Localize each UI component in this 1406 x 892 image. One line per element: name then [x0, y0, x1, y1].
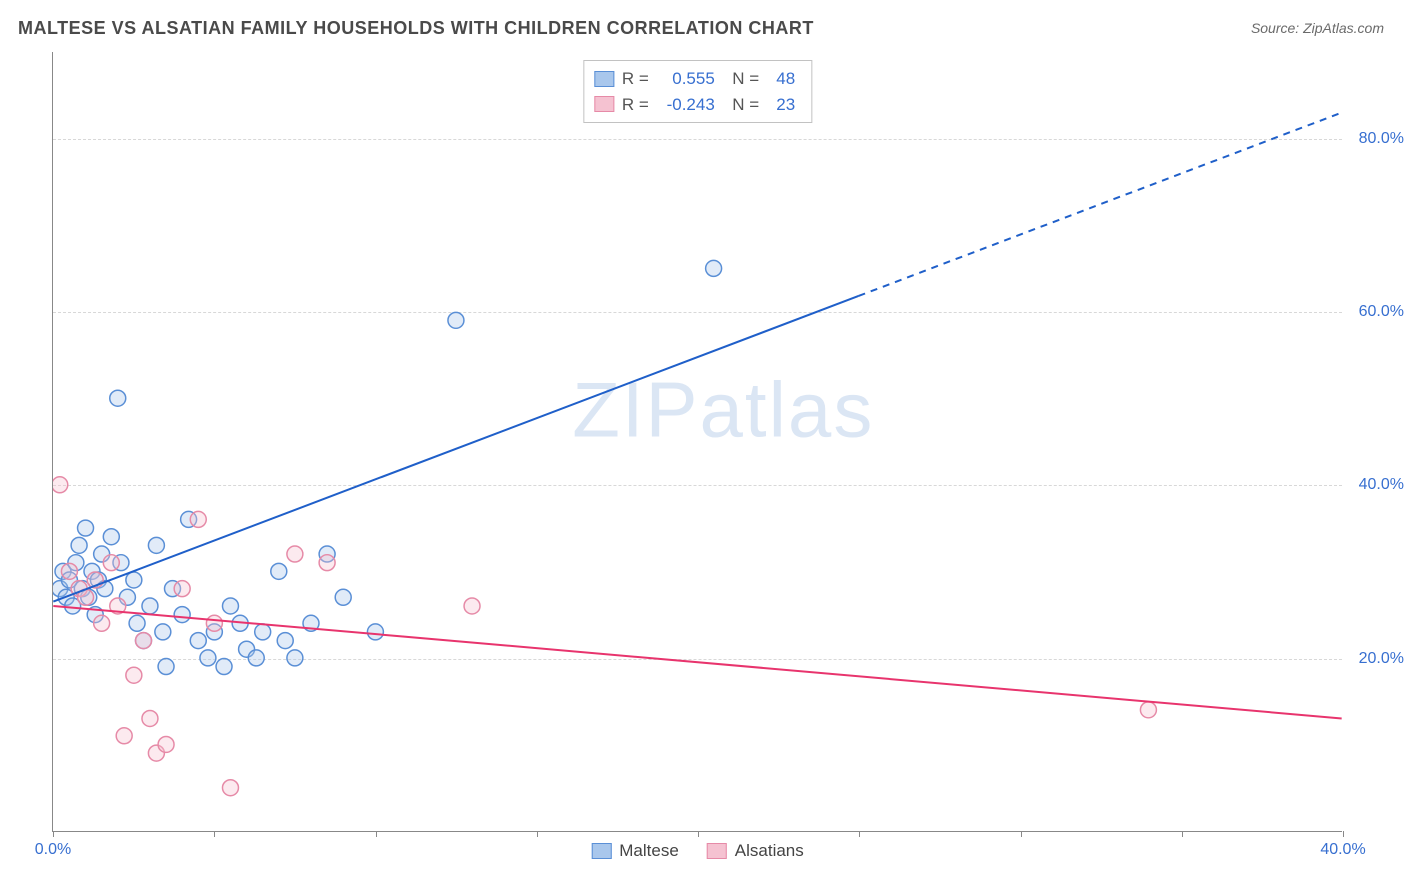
x-tick-label: 40.0% [1320, 841, 1365, 859]
plot-area: ZIPatlas R = 0.555 N = 48 R = -0.243 N =… [52, 52, 1342, 832]
bottom-legend: Maltese Alsatians [591, 841, 804, 861]
scatter-point [190, 511, 206, 527]
legend-label-alsatians: Alsatians [735, 841, 804, 861]
scatter-point [287, 546, 303, 562]
scatter-point [448, 312, 464, 328]
scatter-point [174, 581, 190, 597]
scatter-point [126, 572, 142, 588]
stats-row-alsatians: R = -0.243 N = 23 [594, 92, 795, 118]
stat-r-value-alsatians: -0.243 [657, 92, 715, 118]
maltese-swatch-icon [594, 71, 614, 87]
source-attribution: Source: ZipAtlas.com [1251, 20, 1384, 36]
scatter-point [129, 615, 145, 631]
scatter-point [287, 650, 303, 666]
regression-line-solid [53, 606, 1341, 719]
y-tick-label: 60.0% [1359, 303, 1404, 321]
scatter-point [110, 390, 126, 406]
alsatians-swatch-icon [707, 843, 727, 859]
regression-line-solid [53, 296, 858, 602]
scatter-point [277, 633, 293, 649]
x-tick-label: 0.0% [35, 841, 71, 859]
scatter-point [271, 563, 287, 579]
scatter-point [335, 589, 351, 605]
legend-label-maltese: Maltese [619, 841, 679, 861]
scatter-point [216, 659, 232, 675]
chart-canvas [53, 52, 1342, 831]
scatter-point [158, 736, 174, 752]
x-tick-mark [1182, 831, 1183, 837]
y-tick-label: 80.0% [1359, 130, 1404, 148]
scatter-point [94, 615, 110, 631]
scatter-point [206, 615, 222, 631]
scatter-point [142, 598, 158, 614]
scatter-point [71, 537, 87, 553]
y-tick-label: 20.0% [1359, 650, 1404, 668]
legend-item-maltese: Maltese [591, 841, 679, 861]
x-tick-mark [537, 831, 538, 837]
correlation-stats-box: R = 0.555 N = 48 R = -0.243 N = 23 [583, 60, 812, 123]
x-tick-mark [376, 831, 377, 837]
scatter-point [142, 710, 158, 726]
x-tick-mark [698, 831, 699, 837]
scatter-point [222, 598, 238, 614]
regression-line-dashed [859, 113, 1342, 296]
scatter-point [706, 260, 722, 276]
stat-n-value-maltese: 48 [767, 66, 795, 92]
stat-n-label: N = [723, 66, 759, 92]
scatter-point [78, 520, 94, 536]
scatter-point [319, 555, 335, 571]
x-tick-mark [1021, 831, 1022, 837]
stat-r-value-maltese: 0.555 [657, 66, 715, 92]
stats-row-maltese: R = 0.555 N = 48 [594, 66, 795, 92]
scatter-point [126, 667, 142, 683]
chart-title: MALTESE VS ALSATIAN FAMILY HOUSEHOLDS WI… [18, 18, 814, 39]
scatter-point [148, 537, 164, 553]
scatter-point [200, 650, 216, 666]
scatter-point [464, 598, 480, 614]
x-tick-mark [214, 831, 215, 837]
scatter-point [116, 728, 132, 744]
scatter-point [103, 529, 119, 545]
stat-r-label: R = [622, 66, 649, 92]
x-tick-mark [859, 831, 860, 837]
scatter-point [174, 607, 190, 623]
stat-n-value-alsatians: 23 [767, 92, 795, 118]
alsatians-swatch-icon [594, 96, 614, 112]
scatter-point [190, 633, 206, 649]
stat-n-label: N = [723, 92, 759, 118]
scatter-point [255, 624, 271, 640]
scatter-point [248, 650, 264, 666]
legend-item-alsatians: Alsatians [707, 841, 804, 861]
x-tick-mark [1343, 831, 1344, 837]
scatter-point [1140, 702, 1156, 718]
maltese-swatch-icon [591, 843, 611, 859]
scatter-point [158, 659, 174, 675]
x-tick-mark [53, 831, 54, 837]
scatter-point [53, 477, 68, 493]
scatter-point [103, 555, 119, 571]
stat-r-label: R = [622, 92, 649, 118]
scatter-point [222, 780, 238, 796]
scatter-point [155, 624, 171, 640]
scatter-point [136, 633, 152, 649]
y-tick-label: 40.0% [1359, 476, 1404, 494]
scatter-point [61, 563, 77, 579]
scatter-point [367, 624, 383, 640]
